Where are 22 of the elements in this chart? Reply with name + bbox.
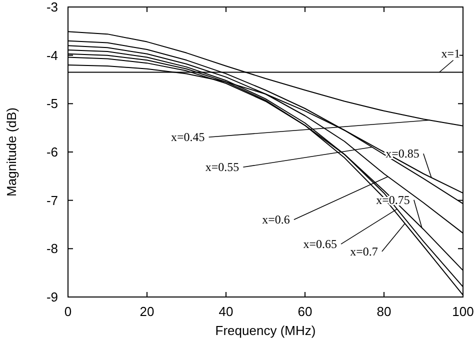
- x-tick-label: 100: [452, 304, 474, 319]
- x-tick-label: 80: [376, 304, 392, 319]
- annotation: x=0.65: [303, 237, 338, 252]
- annotation: x=0.55: [205, 160, 240, 174]
- y-tick-label: -5: [46, 96, 58, 112]
- y-tick-label: -9: [46, 290, 58, 304]
- annotation: x=0.7: [350, 244, 378, 259]
- x-tick-label: 0: [64, 304, 72, 319]
- annotation: x=1: [441, 46, 460, 60]
- x-tick-label: 20: [140, 304, 154, 319]
- x-tick-label: 40: [218, 304, 234, 319]
- y-tick-label: -3: [46, 0, 58, 14]
- x-tick-label: 60: [298, 304, 312, 319]
- annotation: x=0.85: [386, 146, 420, 161]
- y-tick-label: -8: [46, 241, 58, 256]
- y-tick-label: -7: [46, 192, 58, 208]
- x-axis-title: Frequency (MHz): [215, 323, 316, 338]
- y-tick-label: -4: [46, 48, 58, 63]
- annotation: x=0.6: [262, 212, 290, 227]
- y-axis-title: Magnitude (dB): [4, 108, 19, 196]
- y-tick-label: -6: [46, 144, 58, 160]
- annotation: x=0.45: [171, 130, 205, 144]
